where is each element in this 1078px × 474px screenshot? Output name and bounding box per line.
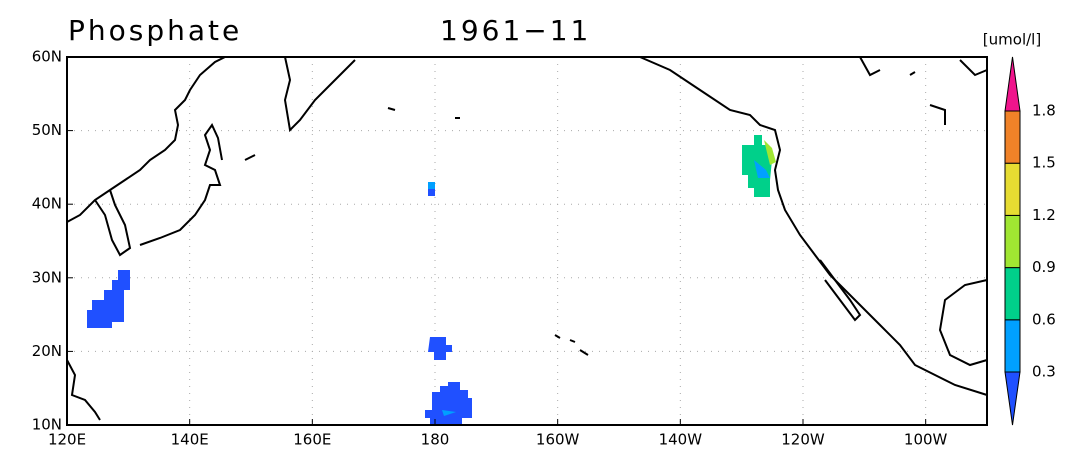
- coast: [859, 56, 988, 125]
- lon-label: 120E: [48, 431, 86, 449]
- patch: [428, 182, 435, 189]
- colorbar-bin: [1004, 371, 1021, 426]
- date: 1961−11: [440, 14, 591, 47]
- coast: [387, 107, 460, 119]
- coast: [554, 334, 589, 356]
- lon-label: 140E: [171, 431, 209, 449]
- lat-label: 10N: [32, 416, 62, 434]
- patch: [425, 382, 472, 425]
- colorbar-bin: [1004, 214, 1021, 269]
- coast: [244, 154, 256, 161]
- colorbar-bin: [1004, 110, 1021, 164]
- coast: [139, 123, 223, 246]
- lat-label: 40N: [32, 195, 62, 213]
- lon-label: 100W: [904, 431, 948, 449]
- lat-label: 50N: [32, 121, 62, 139]
- patch: [442, 410, 456, 416]
- lon-label: 120W: [781, 431, 825, 449]
- units: [umol/l]: [983, 31, 1041, 49]
- colorbar-label: 1.2: [1032, 206, 1056, 224]
- lon-label: 160W: [536, 431, 580, 449]
- colorbar-bin: [1004, 56, 1021, 112]
- lat-label: 60N: [32, 48, 62, 66]
- coastlines: [66, 56, 988, 421]
- patch: [87, 270, 130, 328]
- coast: [819, 259, 862, 322]
- lon-label: 160E: [293, 431, 331, 449]
- lat-label: 30N: [32, 268, 62, 286]
- lon-label: 140W: [659, 431, 703, 449]
- coast: [938, 279, 988, 367]
- colorbar-label: 0.6: [1032, 310, 1056, 328]
- lon-label: 180: [421, 431, 450, 449]
- colorbar-label: 1.8: [1032, 102, 1056, 120]
- coast: [639, 56, 988, 396]
- patch: [764, 140, 776, 165]
- colorbar-bin: [1004, 319, 1021, 373]
- patch: [754, 160, 770, 178]
- frame: [66, 56, 988, 426]
- lat-label: 20N: [32, 342, 62, 360]
- coast: [94, 189, 132, 257]
- colorbar-bin: [1004, 162, 1021, 216]
- colorbar-label: 1.5: [1032, 154, 1056, 172]
- coast: [283, 56, 356, 133]
- coast: [66, 56, 226, 223]
- data-patches: [87, 135, 776, 425]
- colorbar-label: 0.3: [1032, 363, 1056, 381]
- patch: [428, 337, 452, 360]
- colorbar-bin: [1004, 267, 1021, 321]
- title: Phosphate: [68, 14, 242, 47]
- coast: [66, 359, 101, 421]
- patch: [428, 189, 435, 196]
- colorbar-label: 0.9: [1032, 258, 1056, 276]
